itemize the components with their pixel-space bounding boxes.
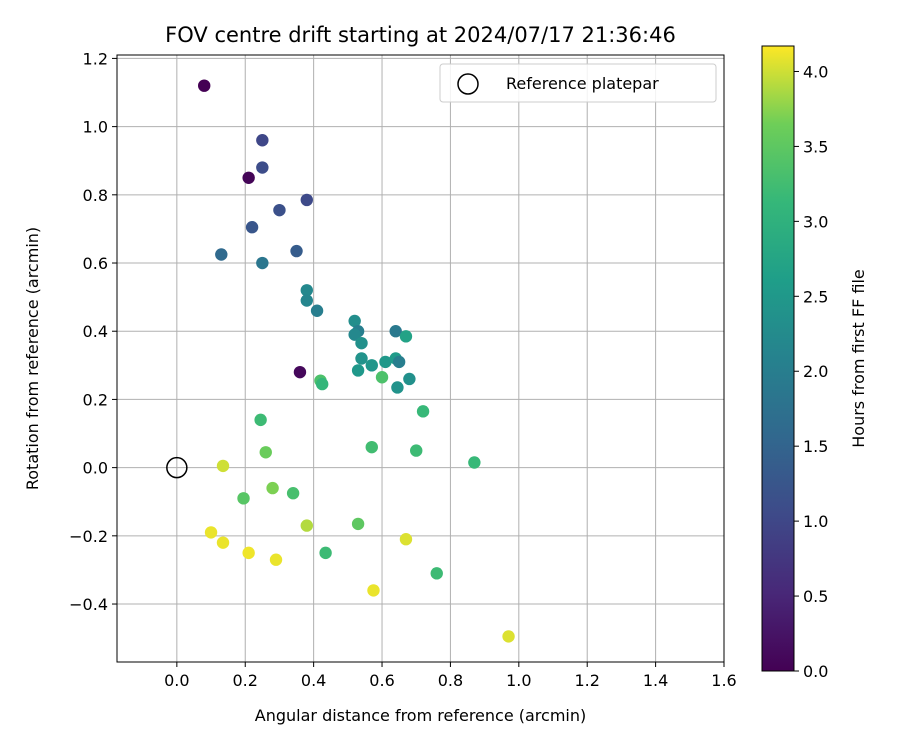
data-point	[365, 440, 378, 454]
data-point	[256, 134, 269, 147]
colorbar-tick-label: 3.0	[803, 212, 828, 231]
data-point	[216, 536, 230, 549]
y-tick-label: 0.4	[83, 322, 108, 341]
colorbar-tick-label: 3.5	[803, 137, 828, 156]
data-point	[502, 630, 515, 643]
plot-frame	[116, 54, 725, 663]
data-point	[269, 553, 283, 566]
legend-box	[439, 63, 717, 103]
data-point	[392, 355, 406, 369]
legend-marker-icon	[457, 73, 479, 95]
data-point	[399, 330, 413, 343]
data-point	[315, 377, 329, 391]
data-point	[245, 221, 259, 234]
data-point	[468, 456, 481, 469]
colorbar-ticks: 0.0 0.5 1.0 1.5 2.0 2.5 3.0 3.5 4.0	[794, 62, 828, 681]
x-axis-label: Angular distance from reference (arcmin)	[255, 706, 586, 725]
data-point	[430, 567, 443, 580]
data-point	[286, 486, 300, 500]
data-point	[389, 325, 402, 338]
data-point	[242, 171, 255, 184]
colorbar-gradient	[761, 45, 795, 672]
colorbar-tick-label: 1.5	[803, 437, 828, 456]
x-tick-label: 0.0	[164, 671, 189, 690]
legend: Reference platepar	[439, 63, 717, 103]
x-tick-label: 1.6	[711, 671, 736, 690]
data-point	[290, 244, 303, 258]
data-point	[273, 203, 286, 217]
x-tick-label: 0.2	[233, 671, 258, 690]
data-point	[300, 284, 313, 297]
data-point	[300, 193, 313, 207]
data-point	[198, 79, 211, 92]
data-point	[300, 519, 313, 532]
y-tick-label: 0.8	[83, 186, 108, 205]
x-axis-ticks: 0.0 0.2 0.4 0.6 0.8 1.0 1.2 1.4 1.6	[164, 662, 737, 690]
colorbar-tick-label: 1.0	[803, 512, 828, 531]
x-tick-label: 0.4	[301, 671, 326, 690]
data-point	[403, 372, 416, 386]
data-point	[204, 526, 218, 539]
data-point	[348, 328, 361, 341]
y-tick-label: 0.2	[83, 390, 108, 409]
y-tick-label: −0.2	[69, 527, 108, 546]
reference-platepar-marker	[166, 456, 188, 479]
x-tick-label: 1.2	[574, 671, 599, 690]
colorbar-tick-label: 2.0	[803, 362, 828, 381]
data-point	[216, 459, 230, 473]
data-point	[351, 517, 365, 531]
chart-title: FOV centre drift starting at 2024/07/17 …	[165, 23, 676, 47]
data-point	[367, 584, 380, 597]
data-point	[355, 352, 368, 365]
data-point	[355, 336, 368, 350]
x-tick-label: 1.0	[506, 671, 531, 690]
colorbar-label: Hours from first FF file	[849, 269, 868, 448]
data-point	[215, 248, 228, 261]
data-point	[391, 381, 404, 394]
data-point	[310, 304, 324, 317]
data-point	[254, 413, 267, 427]
data-point	[348, 314, 361, 328]
y-axis-ticks: −0.4 −0.2 0.0 0.2 0.4 0.6 0.8 1.0 1.2	[69, 49, 117, 614]
data-point	[379, 355, 392, 369]
data-point	[351, 364, 365, 377]
data-point	[410, 444, 423, 457]
legend-entry-reference-platepar: Reference platepar	[506, 74, 659, 93]
data-point	[293, 365, 307, 379]
data-point	[300, 294, 313, 307]
data-point	[416, 405, 430, 418]
y-axis-label: Rotation from reference (arcmin)	[23, 227, 42, 490]
data-point	[256, 161, 269, 174]
data-point	[242, 546, 255, 560]
data-point	[256, 256, 269, 270]
x-tick-label: 0.8	[438, 671, 463, 690]
y-tick-label: 1.2	[83, 49, 108, 68]
x-tick-label: 0.6	[369, 671, 394, 690]
colorbar-tick-label: 0.5	[803, 587, 828, 606]
data-point	[259, 446, 272, 459]
data-point	[266, 481, 279, 495]
data-point	[365, 359, 378, 372]
colorbar-tick-label: 4.0	[803, 62, 828, 81]
y-tick-label: −0.4	[69, 595, 108, 614]
colorbar: 0.0 0.5 1.0 1.5 2.0 2.5 3.0 3.5 4.0 Hours from f…	[761, 45, 868, 681]
x-tick-label: 1.4	[643, 671, 668, 690]
data-point	[319, 546, 332, 560]
y-tick-label: 0.0	[83, 459, 108, 478]
colorbar-tick-label: 2.5	[803, 287, 828, 306]
data-point	[399, 533, 413, 546]
data-point	[237, 492, 250, 505]
data-point	[375, 371, 389, 384]
y-tick-label: 0.6	[83, 254, 108, 273]
data-points	[198, 79, 515, 643]
colorbar-tick-label: 0.0	[803, 662, 828, 681]
y-tick-label: 1.0	[83, 118, 108, 137]
